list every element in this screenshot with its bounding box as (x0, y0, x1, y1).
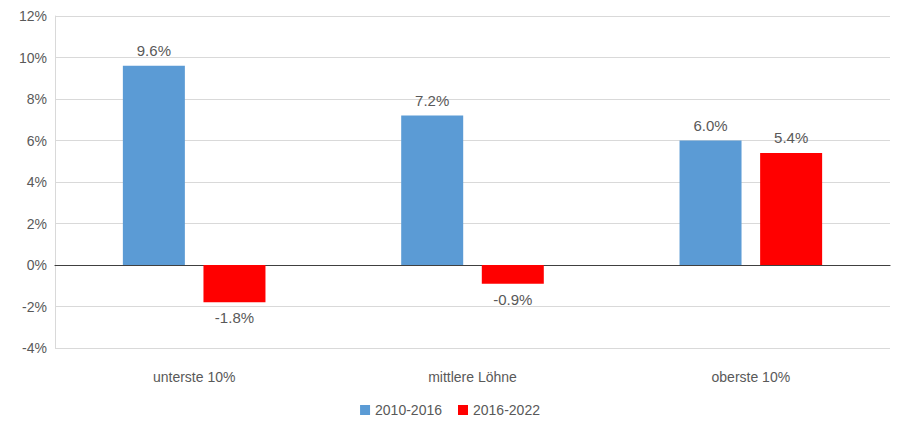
svg-text:6.0%: 6.0% (693, 117, 727, 134)
svg-text:8%: 8% (27, 91, 47, 107)
svg-text:2010-2016: 2010-2016 (375, 402, 442, 418)
svg-text:-0.9%: -0.9% (493, 291, 532, 308)
svg-text:-2%: -2% (22, 299, 47, 315)
svg-text:5.4%: 5.4% (774, 129, 808, 146)
svg-text:2%: 2% (27, 216, 47, 232)
svg-text:unterste 10%: unterste 10% (153, 369, 236, 385)
svg-text:oberste 10%: oberste 10% (712, 369, 791, 385)
svg-text:-4%: -4% (22, 340, 47, 356)
svg-text:12%: 12% (19, 8, 47, 24)
svg-text:-1.8%: -1.8% (215, 309, 254, 326)
svg-text:6%: 6% (27, 133, 47, 149)
svg-text:mittlere Löhne: mittlere Löhne (428, 369, 517, 385)
svg-text:10%: 10% (19, 50, 47, 66)
svg-text:4%: 4% (27, 174, 47, 190)
svg-text:9.6%: 9.6% (137, 42, 171, 59)
svg-text:2016-2022: 2016-2022 (473, 402, 540, 418)
svg-text:7.2%: 7.2% (415, 92, 449, 109)
svg-text:0%: 0% (27, 257, 47, 273)
